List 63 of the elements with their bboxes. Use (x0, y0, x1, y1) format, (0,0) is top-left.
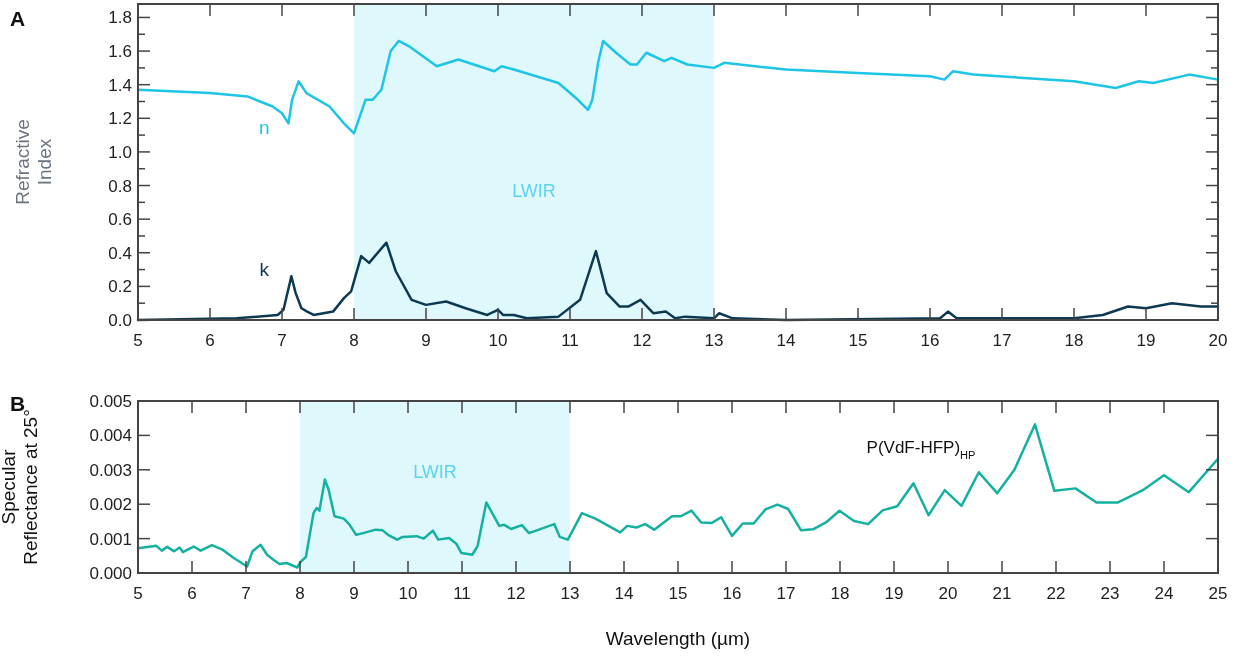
x-tick-label: 9 (421, 331, 431, 350)
y-tick-label: 0.2 (108, 277, 132, 297)
x-tick-label: 18 (830, 584, 850, 603)
line-series (136, 423, 1220, 569)
x-tick-label: 11 (453, 584, 471, 603)
x-tick-label: 13 (560, 584, 580, 603)
x-tick-label: 12 (632, 331, 652, 350)
line-series (136, 39, 1220, 135)
y-tick-label: 1.2 (108, 109, 132, 129)
y-tick-label: 0.004 (89, 426, 132, 446)
x-tick-label: 19 (884, 584, 904, 603)
x-tick-label: 12 (506, 584, 526, 603)
band-label: LWIR (413, 462, 457, 483)
x-tick-label: 24 (1154, 584, 1174, 603)
y-tick-label: 0.6 (108, 210, 132, 230)
x-tick-label: 16 (722, 584, 742, 603)
series-label: n (259, 116, 270, 138)
y-tick-label: 0.002 (89, 495, 132, 515)
x-tick-label: 6 (205, 331, 215, 350)
y-tick-label: 0.0 (108, 311, 132, 330)
band-label: LWIR (512, 180, 556, 201)
x-tick-label: 8 (349, 331, 359, 350)
x-tick-label: 5 (133, 331, 143, 350)
x-tick-label: 20 (938, 584, 958, 603)
x-tick-label: 10 (488, 331, 508, 350)
y-tick-label: 0.001 (89, 529, 132, 549)
x-tick-label: 13 (704, 331, 724, 350)
y-tick-label: 1.4 (108, 75, 132, 95)
y-tick-label: 1.0 (108, 142, 132, 162)
x-tick-label: 15 (668, 584, 688, 603)
x-tick-label: 17 (992, 331, 1012, 350)
x-tick-label: 14 (614, 584, 634, 603)
x-tick-label: 23 (1100, 584, 1120, 603)
x-tick-label: 19 (1136, 331, 1156, 350)
y-tick-label: 0.8 (108, 176, 132, 196)
x-tick-label: 25 (1208, 584, 1228, 603)
x-tick-label: 8 (295, 584, 305, 603)
y-tick-label: 0.003 (89, 460, 132, 480)
x-tick-label: 14 (776, 331, 796, 350)
series-label: k (259, 258, 270, 280)
x-tick-label: 6 (187, 584, 197, 603)
chart-title: A (10, 7, 26, 30)
x-tick-label: 11 (561, 331, 579, 350)
x-tick-label: 20 (1208, 331, 1228, 350)
x-tick-label: 18 (1064, 331, 1084, 350)
y-tick-label: 0.005 (89, 392, 132, 411)
y-tick-label: 0.4 (108, 243, 132, 263)
x-tick-label: 10 (398, 584, 418, 603)
x-tick-label: 15 (848, 331, 868, 350)
x-tick-label: 7 (277, 331, 287, 350)
y-axis-title: Refractive Index (12, 119, 55, 205)
x-tick-label: 22 (1046, 584, 1066, 603)
y-tick-label: 1.8 (108, 8, 132, 28)
x-tick-label: 5 (133, 584, 143, 603)
y-tick-label: 1.6 (108, 42, 132, 62)
y-tick-label: 0.000 (89, 564, 132, 583)
series-label: P(VdF-HFP)$_{HP}$ (866, 437, 976, 461)
x-tick-label: 16 (920, 331, 940, 350)
x-axis-title: Wavelength (µm) (605, 628, 751, 649)
x-tick-label: 7 (241, 584, 251, 603)
x-tick-label: 21 (992, 584, 1012, 603)
x-tick-label: 17 (776, 584, 796, 603)
x-tick-label: 9 (349, 584, 359, 603)
